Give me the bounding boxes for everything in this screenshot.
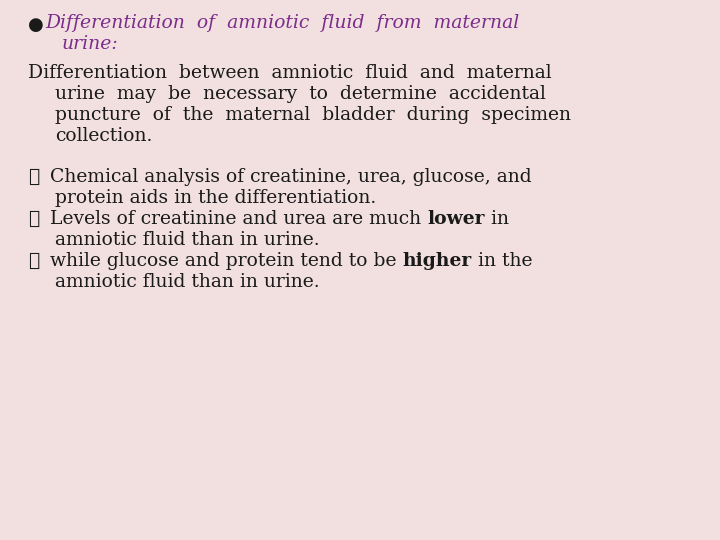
Text: lower: lower [427, 210, 485, 228]
Text: ➤: ➤ [28, 210, 40, 228]
Text: Differentiation  between  amniotic  fluid  and  maternal: Differentiation between amniotic fluid a… [28, 64, 552, 82]
Text: higher: higher [402, 252, 472, 270]
Text: Levels of creatinine and urea are much: Levels of creatinine and urea are much [50, 210, 427, 228]
Text: Differentiation  of  amniotic  fluid  from  maternal: Differentiation of amniotic fluid from m… [45, 14, 519, 32]
Text: ●: ● [28, 16, 44, 34]
Text: amniotic fluid than in urine.: amniotic fluid than in urine. [55, 231, 320, 249]
Text: in: in [485, 210, 508, 228]
Text: ➤: ➤ [28, 168, 40, 186]
Text: urine:: urine: [62, 35, 119, 53]
Text: amniotic fluid than in urine.: amniotic fluid than in urine. [55, 273, 320, 291]
Text: urine  may  be  necessary  to  determine  accidental: urine may be necessary to determine acci… [55, 85, 546, 103]
Text: collection.: collection. [55, 127, 153, 145]
Text: while glucose and protein tend to be: while glucose and protein tend to be [50, 252, 402, 270]
Text: Chemical analysis of creatinine, urea, glucose, and: Chemical analysis of creatinine, urea, g… [50, 168, 531, 186]
Text: in the: in the [472, 252, 532, 270]
Text: ✓: ✓ [28, 252, 40, 270]
Text: puncture  of  the  maternal  bladder  during  specimen: puncture of the maternal bladder during … [55, 106, 571, 124]
Text: protein aids in the differentiation.: protein aids in the differentiation. [55, 189, 377, 207]
